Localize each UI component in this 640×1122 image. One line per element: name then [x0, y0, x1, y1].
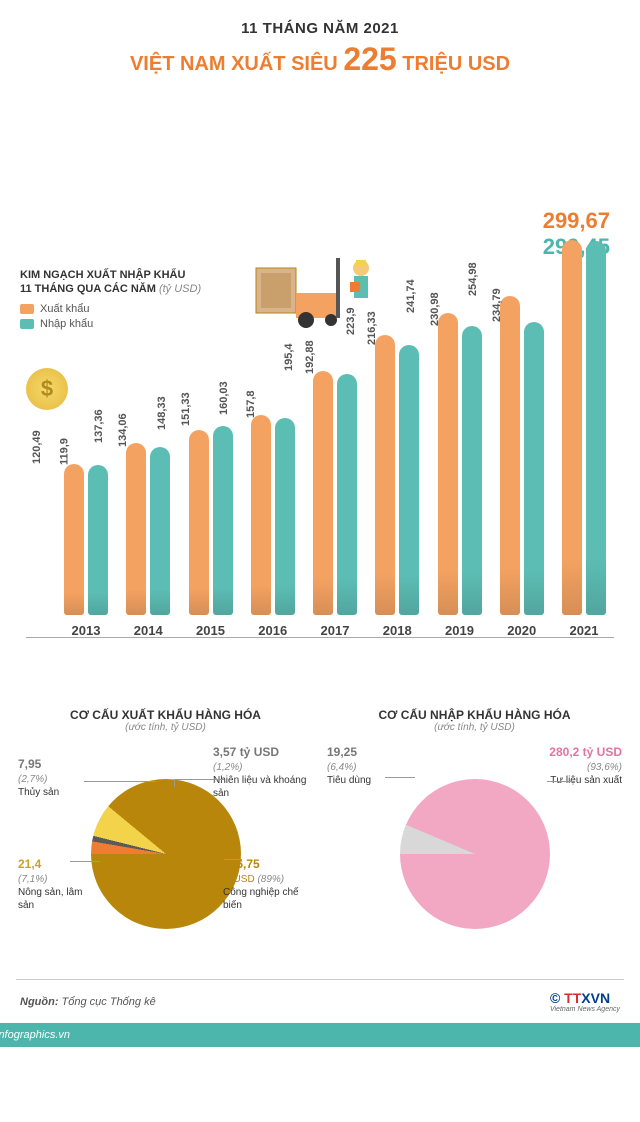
import-bar: 230,98: [462, 326, 482, 615]
logo-text-part: XVN: [581, 990, 610, 1006]
footer: Nguồn: Tổng cục Thống kê © TTXVN Vietnam…: [16, 979, 624, 1023]
export-slice-label-0: 7,95 (2,7%) Thủy sản: [18, 757, 88, 799]
import-bar: 216,33: [399, 345, 419, 615]
import-pie: [400, 779, 550, 929]
ttxvn-logo: © TTXVN Vietnam News Agency: [550, 990, 620, 1013]
export-slice-label-1: 3,57 tỷ USD (1,2%) Nhiên liệu và khoáng …: [213, 745, 313, 800]
bar-chart-section: KIM NGẠCH XUẤT NHẬP KHẨU 11 THÁNG QUA CÁ…: [16, 218, 624, 668]
year-label: 2013: [72, 623, 101, 638]
import-bar: 157,8: [275, 418, 295, 615]
pointer-line: [547, 781, 575, 782]
logo-subtitle: Vietnam News Agency: [550, 1006, 620, 1013]
export-bar-label: 148,33: [156, 396, 168, 430]
pointer-line: [84, 781, 156, 782]
export-bar-label: 223,9: [345, 308, 357, 336]
export-bar-label: 241,74: [405, 279, 417, 313]
import-bar: 192,88: [337, 374, 357, 615]
pointer-line: [174, 779, 224, 780]
import-bar: 234,79: [524, 322, 544, 615]
import-bar: [586, 241, 606, 615]
year-group: 137,36134,06 2014: [118, 443, 178, 638]
export-bar-label: 195,4: [283, 343, 295, 371]
import-pie-title: CƠ CẤU NHẬP KHẨU HÀNG HÓA: [325, 708, 624, 722]
import-bar-label: 230,98: [429, 293, 441, 327]
export-bar-label: 120,49: [31, 431, 43, 465]
export-bar-label: 160,03: [218, 381, 230, 415]
export-bar: 195,4: [313, 371, 333, 615]
pointer-line: [224, 859, 242, 860]
year-label: 2019: [445, 623, 474, 638]
header-subtitle: 11 THÁNG NĂM 2021: [16, 20, 624, 37]
header: 11 THÁNG NĂM 2021 VIỆT NAM XUẤT SIÊU 225…: [16, 20, 624, 78]
export-pie-title: CƠ CẤU XUẤT KHẨU HÀNG HÓA: [16, 708, 315, 722]
year-group: 2021: [554, 240, 614, 638]
year-label: 2014: [134, 623, 163, 638]
import-bar-label: 151,33: [180, 392, 192, 426]
export-pie: [91, 779, 241, 929]
year-group: 120,49119,9 2013: [56, 464, 116, 638]
pointer-line: [174, 779, 175, 787]
infographic-page: 11 THÁNG NĂM 2021 VIỆT NAM XUẤT SIÊU 225…: [0, 0, 640, 1023]
source: Nguồn: Tổng cục Thống kê: [20, 996, 156, 1008]
export-bar-label: 254,98: [467, 263, 479, 297]
header-main-title: VIỆT NAM XUẤT SIÊU 225 TRIỆU USD: [16, 41, 624, 78]
year-label: 2021: [570, 623, 599, 638]
export-bar: 160,03: [251, 415, 271, 615]
export-pie-wrap: 7,95 (2,7%) Thủy sản 3,57 tỷ USD (1,2%) …: [16, 739, 315, 959]
import-slice-label-0: 19,25 (6,4%) Tiêu dùng: [327, 745, 397, 787]
year-group: 223,9216,33 2018: [367, 335, 427, 638]
export-bar: 241,74: [438, 313, 458, 615]
source-label: Nguồn:: [20, 996, 58, 1008]
header-prefix: VIỆT NAM XUẤT SIÊU: [130, 53, 343, 75]
import-bar: 134,06: [150, 447, 170, 615]
year-group: 254,98234,79 2020: [492, 296, 552, 638]
year-label: 2018: [383, 623, 412, 638]
export-bar-label: 137,36: [93, 410, 105, 444]
export-bar: 148,33: [189, 430, 209, 615]
export-bar: [562, 240, 582, 615]
year-group: 195,4192,88 2017: [305, 371, 365, 638]
import-pie-block: CƠ CẤU NHẬP KHẨU HÀNG HÓA (ước tính, tỷ …: [325, 708, 624, 959]
import-bar: 119,9: [88, 465, 108, 615]
pies-section: CƠ CẤU XUẤT KHẨU HÀNG HÓA (ước tính, tỷ …: [16, 708, 624, 959]
year-label: 2016: [258, 623, 287, 638]
import-bar-label: 216,33: [366, 311, 378, 345]
export-slice-label-3: 266,75 tỷ USD (89%) Công nghiệp chế biến: [223, 857, 313, 912]
import-bar-label: 157,8: [245, 390, 257, 418]
import-slice-label-1: 280,2 tỷ USD (93,6%) Tư liệu sản xuất: [532, 745, 622, 787]
year-group: 160,03157,8 2016: [243, 415, 303, 638]
import-bar-label: 134,06: [117, 414, 129, 448]
import-pie-subtitle: (ước tính, tỷ USD): [325, 722, 624, 733]
export-bar: 254,98: [500, 296, 520, 615]
header-value: 225: [343, 41, 396, 77]
export-bar: 120,49: [64, 464, 84, 615]
year-group: 241,74230,98 2019: [430, 313, 490, 638]
import-bar-label: 234,79: [491, 288, 503, 322]
site-footer: infographics.vn: [0, 1023, 640, 1047]
export-bar: 137,36: [126, 443, 146, 615]
year-label: 2015: [196, 623, 225, 638]
import-bar-label: 119,9: [59, 438, 71, 465]
import-bar-label: 192,88: [304, 340, 316, 374]
export-pie-subtitle: (ước tính, tỷ USD): [16, 722, 315, 733]
pointer-line: [70, 861, 100, 862]
export-pie-block: CƠ CẤU XUẤT KHẨU HÀNG HÓA (ước tính, tỷ …: [16, 708, 315, 959]
export-slice-label-2: 21,4 (7,1%) Nông sản, lâm sản: [18, 857, 88, 912]
bars-grid: 120,49119,92013137,36134,062014148,33151…: [56, 218, 614, 638]
source-value: Tổng cục Thống kê: [62, 996, 156, 1008]
pointer-line: [385, 777, 415, 778]
import-bar: 151,33: [213, 426, 233, 615]
import-pie-wrap: 19,25 (6,4%) Tiêu dùng 280,2 tỷ USD (93,…: [325, 739, 624, 959]
year-label: 2020: [507, 623, 536, 638]
year-label: 2017: [321, 623, 350, 638]
bars-area: 120,49119,92013137,36134,062014148,33151…: [16, 218, 624, 668]
header-suffix: TRIỆU USD: [397, 53, 510, 75]
year-group: 148,33151,33 2015: [181, 426, 241, 638]
export-bar: 223,9: [375, 335, 395, 615]
